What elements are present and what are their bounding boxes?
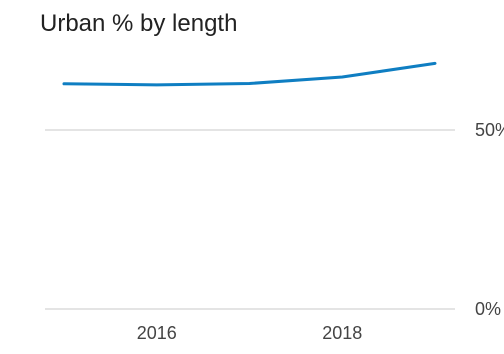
x-tick-label: 2016 (137, 323, 177, 343)
chart-title: Urban % by length (40, 10, 238, 37)
y-axis-ticks: 0% 50% (475, 120, 504, 319)
series-layer (62, 61, 437, 87)
gridlines (45, 129, 455, 310)
y-tick-label: 50% (475, 120, 504, 140)
x-axis-ticks: 2016 2018 (137, 323, 363, 343)
series-line-0 (62, 61, 437, 87)
x-tick-label: 2018 (322, 323, 362, 343)
y-tick-label: 0% (475, 299, 501, 319)
